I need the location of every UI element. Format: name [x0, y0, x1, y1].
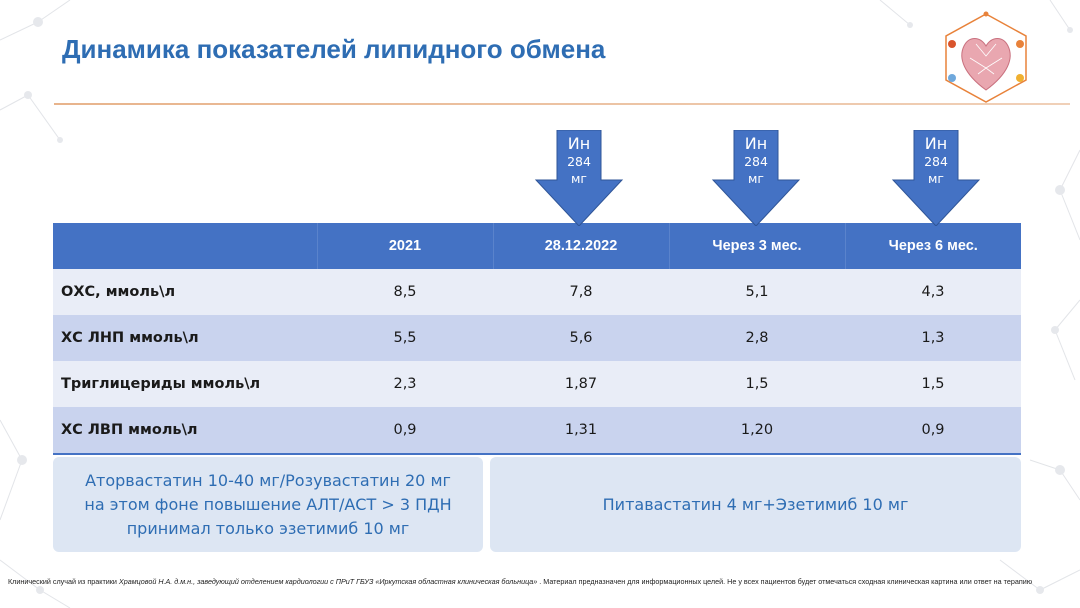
cell-value: 2,8 — [669, 315, 845, 361]
arrow-label: Ин — [744, 134, 768, 153]
row-label: Триглицериды ммоль\л — [53, 361, 317, 407]
arrow-dose: 284 — [924, 154, 948, 169]
note-line: принимал только эзетимиб 10 мг — [126, 518, 410, 538]
cell-value: 1,5 — [669, 361, 845, 407]
footer-suffix: . Материал предназначен для информационн… — [537, 577, 1033, 586]
table-row: Триглицериды ммоль\л 2,3 1,87 1,5 1,5 — [53, 361, 1021, 407]
cell-value: 1,5 — [845, 361, 1021, 407]
lipid-table: 2021 28.12.2022 Через 3 мес. Через 6 мес… — [53, 223, 1021, 455]
note-line: на этом фоне повышение АЛТ/АСТ > 3 ПДН — [84, 494, 452, 514]
header-6-months: Через 6 мес. — [844, 223, 1021, 269]
arrow-dose: 284 — [567, 154, 591, 169]
row-label: ОХС, ммоль\л — [53, 269, 317, 315]
footer-disclaimer: Клинический случай из практики Храмцовой… — [8, 577, 1068, 586]
arrow-unit: мг — [928, 170, 944, 186]
cell-value: 0,9 — [845, 407, 1021, 455]
table-row: ХС ЛВП ммоль\л 0,9 1,31 1,20 0,9 — [53, 407, 1021, 455]
row-label: ХС ЛВП ммоль\л — [53, 407, 317, 455]
cell-value: 1,87 — [493, 361, 669, 407]
heart-logo-icon — [945, 11, 1027, 103]
page-title: Динамика показателей липидного обмена — [62, 34, 606, 64]
arrow-dose-2: Ин 284 мг — [711, 130, 801, 226]
therapy-note-before: Аторвастатин 10-40 мг/Розувастатин 20 мг… — [53, 457, 483, 552]
arrow-dose-3: Ин 284 мг — [891, 130, 981, 226]
title-divider — [54, 103, 1070, 105]
header-3-months: Через 3 мес. — [668, 223, 845, 269]
header-2022-12-28: 28.12.2022 — [492, 223, 669, 269]
note-line: Питавастатин 4 мг+Эзетимиб 10 мг — [602, 494, 909, 514]
note-line: Аторвастатин 10-40 мг/Розувастатин 20 мг — [85, 470, 451, 490]
row-label: ХС ЛНП ммоль\л — [53, 315, 317, 361]
footer-prefix: Клинический случай из практики — [8, 577, 119, 586]
table-header-row: 2021 28.12.2022 Через 3 мес. Через 6 мес… — [53, 223, 1021, 269]
table-row: ХС ЛНП ммоль\л 5,5 5,6 2,8 1,3 — [53, 315, 1021, 361]
cell-value: 5,5 — [317, 315, 493, 361]
footer-author: Храмцовой Н.А. д.м.н., заведующий отделе… — [118, 577, 538, 586]
cell-value: 1,20 — [669, 407, 845, 455]
cell-value: 7,8 — [493, 269, 669, 315]
arrow-label: Ин — [924, 134, 948, 153]
arrow-dose: 284 — [744, 154, 768, 169]
therapy-note-current: Питавастатин 4 мг+Эзетимиб 10 мг — [490, 457, 1021, 552]
cell-value: 1,3 — [845, 315, 1021, 361]
cell-value: 5,1 — [669, 269, 845, 315]
cell-value: 8,5 — [317, 269, 493, 315]
arrow-label: Ин — [567, 134, 591, 153]
arrow-unit: мг — [748, 170, 764, 186]
cell-value: 4,3 — [845, 269, 1021, 315]
header-2021: 2021 — [316, 223, 493, 269]
cell-value: 0,9 — [317, 407, 493, 455]
arrow-dose-1: Ин 284 мг — [534, 130, 624, 226]
table-row: ОХС, ммоль\л 8,5 7,8 5,1 4,3 — [53, 269, 1021, 315]
cell-value: 5,6 — [493, 315, 669, 361]
cell-value: 1,31 — [493, 407, 669, 455]
cell-value: 2,3 — [317, 361, 493, 407]
header-empty — [53, 223, 317, 269]
arrow-unit: мг — [571, 170, 587, 186]
